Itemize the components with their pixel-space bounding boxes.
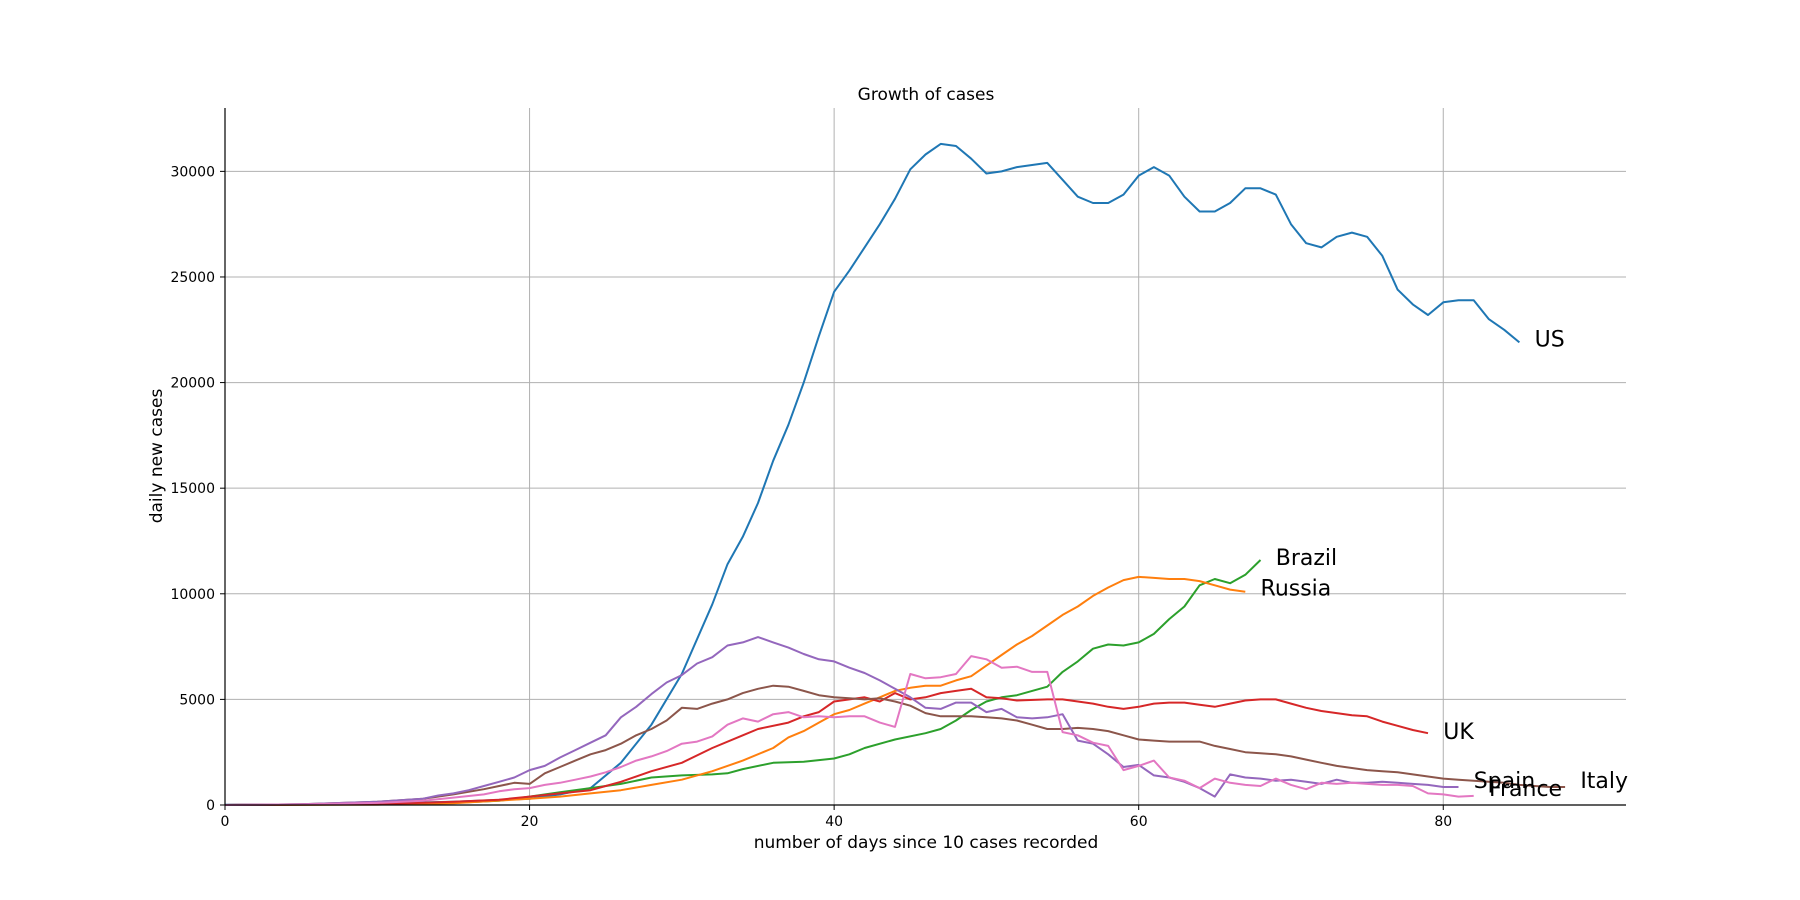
series-label-spain: Spain: [1474, 769, 1535, 794]
series-label-russia: Russia: [1261, 577, 1332, 602]
series-line-brazil: [224, 559, 1262, 806]
ticks: 0 20 40 60 80 0 5000 10000 15000 20000 25000 30000: [170, 164, 1452, 830]
grid: [225, 108, 1626, 805]
series-label-france: France: [1489, 777, 1562, 802]
y-tick-label: 0: [206, 798, 215, 814]
x-axis-label: number of days since 10 cases recorded: [754, 833, 1099, 853]
y-tick-label: 15000: [170, 481, 215, 497]
y-tick-label: 20000: [170, 376, 215, 392]
series-line-france: [224, 655, 1474, 806]
x-tick-label: 80: [1434, 814, 1452, 830]
series-label-us: US: [1535, 327, 1565, 352]
x-tick-label: 60: [1130, 814, 1148, 830]
y-axis-label: daily new cases: [147, 389, 167, 524]
x-tick-label: 20: [521, 814, 539, 830]
chart-title: Growth of cases: [858, 85, 995, 105]
series-line-uk: [224, 687, 1429, 806]
series-line-russia: [224, 575, 1246, 806]
series-label-brazil: Brazil: [1276, 546, 1337, 571]
series-line-us: [224, 142, 1521, 806]
x-tick-label: 40: [825, 814, 843, 830]
series-lines: [224, 142, 1566, 806]
y-tick-label: 10000: [170, 587, 215, 603]
series-label-italy: Italy: [1580, 769, 1628, 794]
y-tick-label: 30000: [170, 164, 215, 180]
axes: [224, 108, 1626, 806]
y-tick-label: 25000: [170, 270, 215, 286]
y-tick-label: 5000: [179, 692, 215, 708]
x-tick-label: 0: [221, 814, 230, 830]
series-line-italy: [224, 684, 1566, 806]
series-label-uk: UK: [1443, 720, 1474, 745]
